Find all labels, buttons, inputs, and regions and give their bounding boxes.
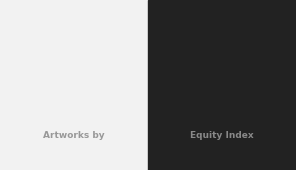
- Text: 0.88: 0.88: [209, 60, 235, 73]
- Text: Artworks by: Artworks by: [43, 132, 105, 140]
- Text: 1.74: 1.74: [61, 22, 87, 35]
- Bar: [46, 38, 102, 116]
- Bar: [194, 76, 250, 116]
- Text: Equity Index: Equity Index: [190, 132, 254, 140]
